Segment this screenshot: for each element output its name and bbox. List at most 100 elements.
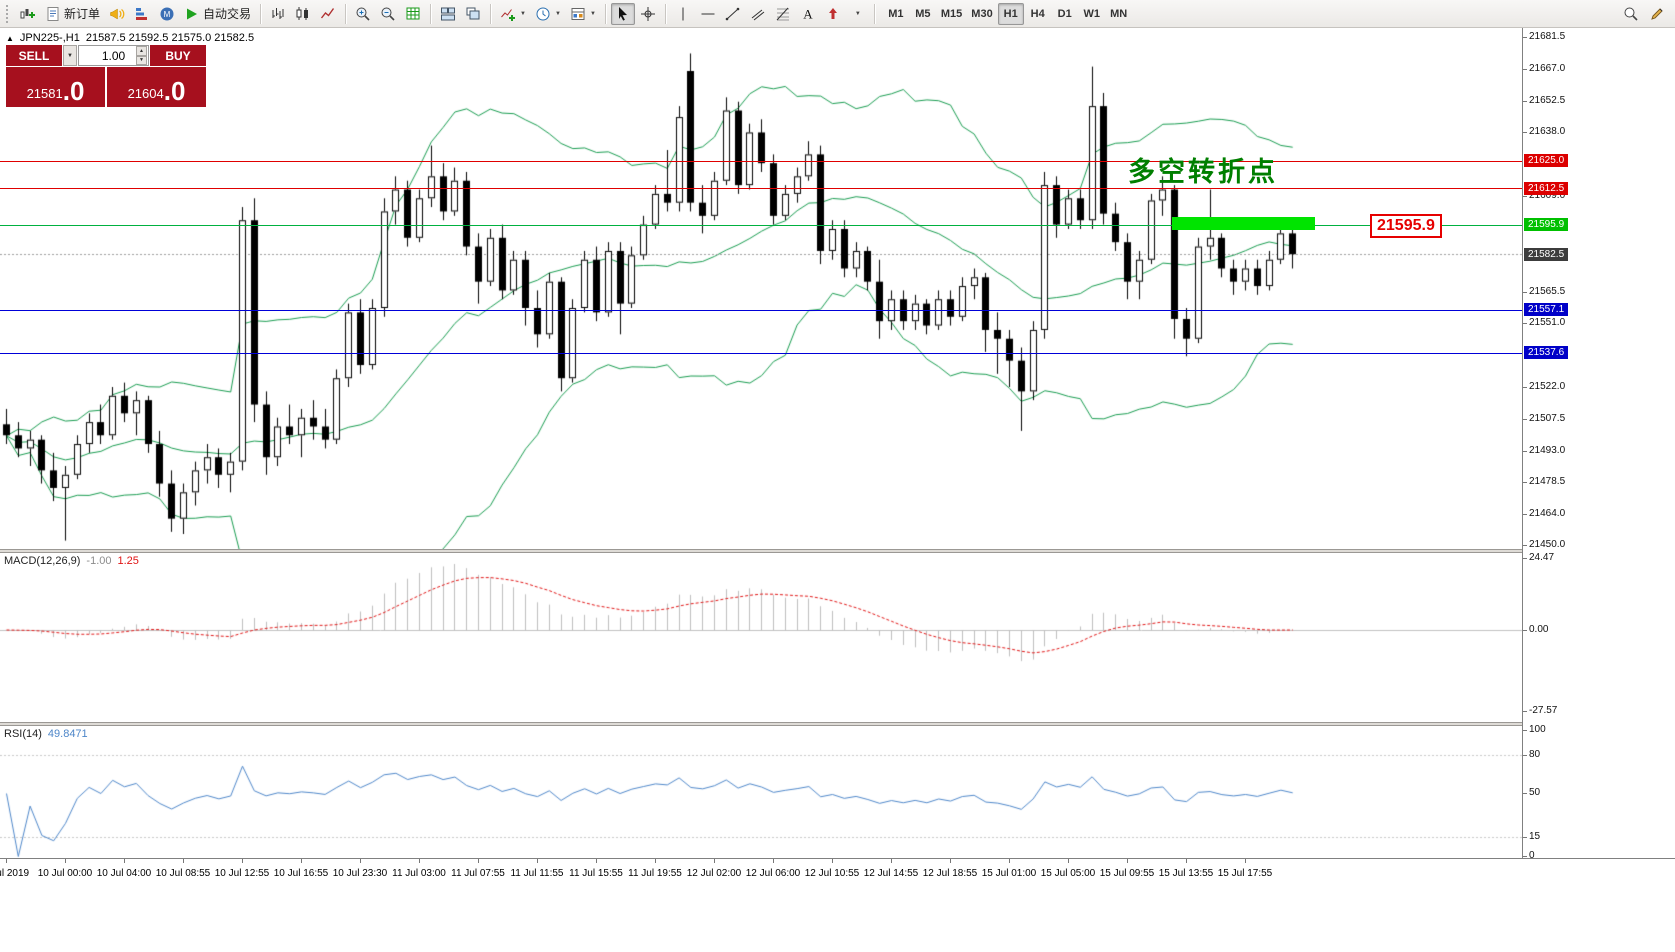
- collapse-arrow-icon[interactable]: ▲: [6, 33, 14, 43]
- macd-canvas[interactable]: [0, 553, 1523, 722]
- axis-tickmark: [1523, 793, 1527, 794]
- market-depth-button[interactable]: [130, 3, 154, 25]
- timeframe-button-h1[interactable]: H1: [997, 2, 1024, 25]
- time-axis-label: 10 Jul 23:30: [332, 868, 388, 879]
- crosshair-button[interactable]: [636, 3, 660, 25]
- templates-button[interactable]: ▼: [566, 3, 600, 25]
- tile-windows-button[interactable]: [436, 3, 460, 25]
- timeframe-button-mn[interactable]: MN: [1110, 7, 1128, 20]
- vertical-line-button[interactable]: [671, 3, 695, 25]
- community-button[interactable]: M: [155, 3, 179, 25]
- highlight-zone-rectangle[interactable]: [1172, 217, 1315, 230]
- time-axis-tickmark: [596, 859, 597, 863]
- horizontal-line-21557.1[interactable]: [0, 310, 1522, 311]
- main-chart-canvas[interactable]: [0, 28, 1523, 549]
- price-axis-tick: 21681.5: [1529, 31, 1566, 42]
- axis-tickmark: [1523, 711, 1527, 712]
- fibonacci-button[interactable]: [771, 3, 795, 25]
- panel-splitter[interactable]: [0, 722, 1675, 726]
- macd-signal-value: 1.25: [117, 555, 139, 567]
- time-axis-tickmark: [714, 859, 715, 863]
- cascade-windows-button[interactable]: [461, 3, 485, 25]
- fibonacci-icon: [776, 7, 789, 20]
- grid-button[interactable]: [401, 3, 425, 25]
- time-axis-tickmark: [360, 859, 361, 863]
- price-axis-tick: 21493.0: [1529, 444, 1566, 456]
- rsi-name: RSI(14): [4, 728, 42, 740]
- time-axis-label: 15 Jul 13:55: [1158, 868, 1214, 879]
- horizontal-line-button[interactable]: [696, 3, 720, 25]
- time-axis-label: 10 Jul 08:55: [155, 868, 211, 879]
- axis-tickmark: [1523, 418, 1527, 420]
- svg-text:M: M: [164, 10, 171, 19]
- line-chart-button[interactable]: [316, 3, 340, 25]
- symbol-info-bar: ▲ JPN225-,H1 21587.5 21592.5 21575.0 215…: [6, 32, 254, 44]
- buy-button[interactable]: BUY: [150, 45, 206, 66]
- horizontal-line-21537.6[interactable]: [0, 353, 1522, 354]
- volume-down-button[interactable]: ▼: [136, 55, 147, 65]
- alerts-button[interactable]: [105, 3, 129, 25]
- market-depth-icon: [136, 7, 148, 20]
- volume-up-button[interactable]: ▲: [136, 46, 147, 56]
- bars-chart-button[interactable]: [266, 3, 290, 25]
- search-button[interactable]: [1619, 3, 1643, 25]
- zoom-out-button[interactable]: [376, 3, 400, 25]
- sell-price[interactable]: 21581.0: [6, 67, 105, 107]
- candlestick-chart-button[interactable]: [291, 3, 315, 25]
- symbol-name: JPN225-,H1: [19, 32, 80, 44]
- channel-icon: [751, 9, 765, 20]
- toolbar-separator: [604, 3, 606, 24]
- edit-button[interactable]: [1645, 3, 1669, 25]
- volume-input[interactable]: 1.00 ▲ ▼: [78, 45, 149, 66]
- time-axis-tickmark: [773, 859, 774, 863]
- buy-price[interactable]: 21604.0: [107, 67, 206, 107]
- time-axis-label: 11 Jul 07:55: [451, 868, 505, 879]
- rsi-panel: RSI(14) 49.8471: [0, 726, 1523, 858]
- price-flag-label[interactable]: 21595.9: [1370, 214, 1442, 238]
- trendline-button[interactable]: [721, 3, 745, 25]
- zoom-in-button[interactable]: [351, 3, 375, 25]
- shapes-dropdown-button[interactable]: ▼: [846, 3, 869, 25]
- new-order-button[interactable]: 新订单: [41, 3, 104, 25]
- timeframe-button-w1[interactable]: W1: [1083, 7, 1100, 20]
- timeframe-button-m1[interactable]: M1: [888, 7, 904, 20]
- crosshair-icon: [640, 6, 655, 21]
- timeframe-button-m5[interactable]: M5: [915, 7, 931, 20]
- new-chart-button[interactable]: [16, 3, 40, 25]
- autotrading-button[interactable]: 自动交易: [180, 3, 255, 25]
- sell-button[interactable]: SELL: [6, 45, 62, 66]
- cursor-button[interactable]: [610, 2, 635, 25]
- panel-splitter[interactable]: [0, 549, 1675, 553]
- rsi-canvas[interactable]: [0, 726, 1523, 858]
- price-axis-tick: 21652.5: [1529, 94, 1566, 106]
- price-axis[interactable]: 21681.5 21667.0 21652.5 21638.0 21609.0 21565…: [1523, 28, 1675, 861]
- axis-tickmark: [1523, 37, 1527, 38]
- volume-preset-dropdown[interactable]: ▼: [63, 45, 77, 66]
- time-axis-tickmark: [1009, 859, 1010, 863]
- text-button[interactable]: A: [796, 3, 820, 25]
- axis-tickmark: [1523, 68, 1527, 70]
- horizontal-line-21625[interactable]: [0, 161, 1522, 162]
- time-axis-tickmark: [301, 859, 302, 863]
- price-axis-tick: 21522.0: [1529, 381, 1566, 392]
- timeframe-button-h4[interactable]: H4: [1030, 7, 1045, 20]
- price-axis-tick: 0: [1529, 850, 1535, 861]
- time-axis-tickmark: [183, 859, 184, 863]
- timeframe-button-m15[interactable]: M15: [940, 7, 963, 20]
- pencil-icon: [1651, 7, 1663, 20]
- horizontal-line-icon: [701, 13, 715, 14]
- periods-button[interactable]: ▼: [531, 3, 565, 25]
- indicators-button[interactable]: ▼: [496, 3, 530, 25]
- channel-button[interactable]: [746, 3, 770, 25]
- toolbar-grip[interactable]: [6, 4, 10, 23]
- grid-icon: [406, 7, 420, 19]
- buy-label: BUY: [165, 48, 191, 63]
- timeframe-button-m30[interactable]: M30: [971, 7, 993, 20]
- time-axis-label: 10 Jul 16:55: [273, 868, 329, 879]
- horizontal-line-21612.5[interactable]: [0, 188, 1522, 189]
- timeframe-button-d1[interactable]: D1: [1057, 7, 1072, 20]
- toolbar-separator: [345, 3, 347, 24]
- arrow-object-button[interactable]: [821, 3, 845, 25]
- horizontal-line-21595.9[interactable]: [0, 225, 1522, 226]
